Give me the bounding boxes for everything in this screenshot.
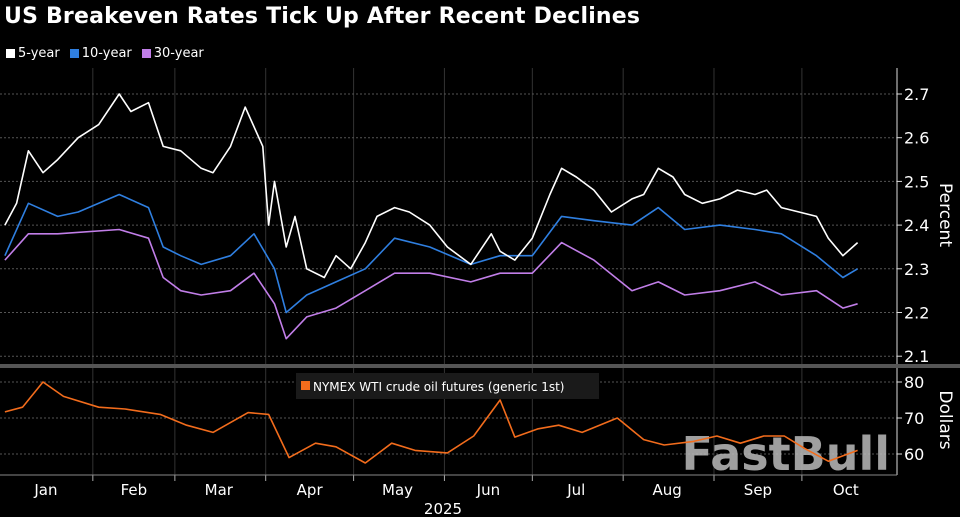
oil-legend-box <box>296 373 599 399</box>
x-tick-label: Jul <box>566 481 585 499</box>
x-tick-label: Oct <box>833 481 859 499</box>
x-tick-label: Jun <box>476 481 500 499</box>
y-tick-label: 2.5 <box>904 172 929 191</box>
legend-swatch <box>301 381 310 390</box>
y-tick-label: 2.6 <box>904 129 929 148</box>
legend-item-5-year: 5-year <box>6 46 60 61</box>
series-line-wti-oil <box>4 381 858 464</box>
legend-swatch <box>69 49 79 58</box>
legend-label: 30-year <box>153 46 204 61</box>
legend-label: 5-year <box>18 46 60 61</box>
x-tick-label: May <box>382 481 413 499</box>
series-line-5-year <box>4 93 859 279</box>
series-line-30-year <box>4 228 858 340</box>
legend: 5-year 10-year 30-year <box>6 46 204 61</box>
legend-item-10-year: 10-year <box>69 46 132 61</box>
watermark-logo: FastBull <box>682 427 890 481</box>
y-tick-label: 2.4 <box>904 216 929 235</box>
x-tick-label: Aug <box>652 481 681 499</box>
y-tick-label: 70 <box>904 409 924 428</box>
legend-swatch <box>6 49 15 58</box>
chart-title: US Breakeven Rates Tick Up After Recent … <box>4 4 641 29</box>
y-tick-label: 2.3 <box>904 260 929 279</box>
x-tick-label: Mar <box>205 481 234 499</box>
legend-swatch <box>141 49 151 58</box>
y-tick-label: 2.1 <box>904 347 929 366</box>
legend-label: 10-year <box>81 46 132 61</box>
x-tick-label: Feb <box>121 481 148 499</box>
y-tick-label: 2.7 <box>904 85 929 104</box>
y-axis-title: Dollars <box>935 390 955 449</box>
legend-item-30-year: 30-year <box>141 46 204 61</box>
panel-separator <box>0 364 960 368</box>
y-tick-label: 60 <box>904 445 924 464</box>
x-tick-label: Apr <box>297 481 324 499</box>
y-axis-title: Percent <box>935 183 955 247</box>
x-tick-label: Jan <box>33 481 57 499</box>
legend-label: NYMEX WTI crude oil futures (generic 1st… <box>313 380 564 394</box>
x-axis-year: 2025 <box>424 500 462 517</box>
series-line-10-year <box>4 193 859 314</box>
x-tick-label: Sep <box>744 481 772 499</box>
y-tick-label: 2.2 <box>904 304 929 323</box>
y-tick-label: 80 <box>904 373 924 392</box>
